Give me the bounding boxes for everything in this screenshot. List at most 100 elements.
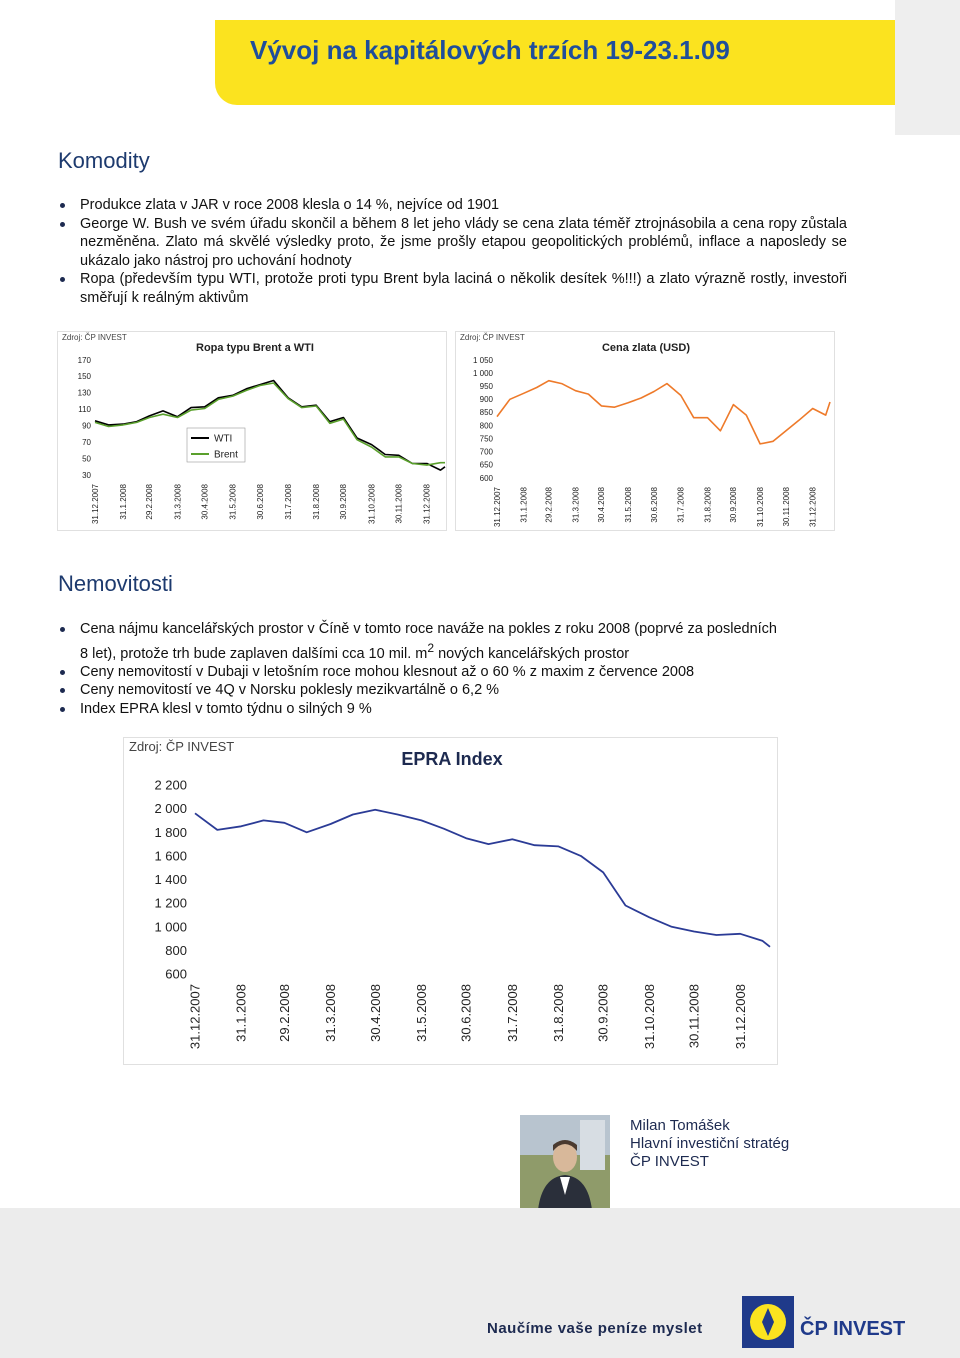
- chart-title: Cena zlata (USD): [602, 342, 690, 354]
- legend-label: WTI: [214, 434, 232, 445]
- bullet-list: Produkce zlata v JAR v roce 2008 klesla …: [57, 196, 847, 307]
- author-role: Hlavní investiční stratég: [630, 1135, 790, 1152]
- x-tick-label: 30.6.2008: [650, 486, 659, 522]
- x-tick-label: 31.10.2008: [756, 486, 765, 527]
- x-tick-label: 31.8.2008: [312, 483, 321, 519]
- x-tick-label: 31.5.2008: [229, 483, 238, 519]
- section-heading: Komodity: [58, 148, 150, 173]
- page-title: Vývoj na kapitálových trzích 19-23.1.09: [250, 35, 730, 65]
- x-tick-label: 31.7.2008: [505, 984, 520, 1042]
- footer-slogan: Naučíme vaše peníze myslet: [487, 1320, 703, 1337]
- y-tick-label: 50: [82, 454, 91, 463]
- x-tick-label: 31.1.2008: [234, 984, 249, 1042]
- x-tick-label: 31.12.2007: [493, 486, 502, 527]
- section-heading: Nemovitosti: [58, 571, 173, 596]
- x-tick-label: 30.9.2008: [339, 483, 348, 519]
- bullet: Ceny nemovitostí ve 4Q v Norsku poklesly…: [57, 681, 777, 700]
- chart-source: Zdroj: ČP INVEST: [129, 739, 234, 754]
- x-tick-label: 30.9.2008: [729, 486, 738, 522]
- footer: [0, 1208, 960, 1358]
- x-tick-label: 31.1.2008: [119, 483, 128, 519]
- series-line: [94, 382, 445, 466]
- y-tick-label: 1 050: [473, 356, 494, 365]
- author-company: ČP INVEST: [630, 1153, 709, 1170]
- y-tick-label: 90: [82, 422, 91, 431]
- x-tick-label: 29.2.2008: [277, 984, 292, 1042]
- x-tick-label: 31.8.2008: [703, 486, 712, 522]
- legend-box: [186, 427, 246, 463]
- y-tick-label: 900: [480, 395, 494, 404]
- x-tick-label: 31.5.2008: [414, 984, 429, 1042]
- bullet: Cena nájmu kancelářských prostor v Číně …: [57, 620, 777, 663]
- x-tick-label: 30.4.2008: [201, 483, 210, 519]
- chart-title: EPRA Index: [401, 749, 502, 769]
- bullet: George W. Bush ve svém úřadu skončil a b…: [57, 215, 847, 271]
- chart-title: Ropa typu Brent a WTI: [196, 342, 314, 354]
- y-tick-label: 850: [480, 408, 494, 417]
- gold-chart: Zdroj: ČP INVEST Cena zlata (USD) 1 050 1 0…: [455, 331, 835, 531]
- footer-logo-text: ČP INVEST: [800, 1318, 906, 1340]
- y-tick-label: 170: [78, 356, 92, 365]
- header-side: [895, 0, 960, 135]
- legend-label: Brent: [214, 450, 238, 461]
- x-tick-label: 31.12.2007: [91, 483, 100, 524]
- oil-chart: Zdroj: ČP INVEST Ropa typu Brent a WTI 170…: [57, 331, 447, 531]
- author-photo: [520, 1115, 610, 1210]
- bullet: Produkce zlata v JAR v roce 2008 klesla …: [57, 196, 847, 215]
- bullet-text: nových kancelářských prostor: [434, 645, 630, 662]
- x-tick-label: 30.11.2008: [782, 486, 791, 526]
- x-tick-label: 31.5.2008: [624, 486, 633, 522]
- bullet: Index EPRA klesl v tomto týdnu o silných…: [57, 700, 777, 719]
- x-tick-label: 31.12.2007: [188, 984, 203, 1049]
- chart-frame: [57, 331, 447, 531]
- y-tick-label: 1 400: [154, 872, 187, 887]
- x-tick-label: 30.4.2008: [368, 984, 383, 1042]
- x-tick-label: 31.12.2008: [423, 483, 432, 524]
- bullet: Ceny nemovitostí v Dubaji v letošním roc…: [57, 663, 777, 682]
- x-tick-label: 31.3.2008: [571, 486, 580, 522]
- x-tick-label: 31.1.2008: [520, 486, 529, 522]
- y-tick-label: 70: [82, 438, 91, 447]
- x-tick-label: 31.10.2008: [642, 984, 657, 1049]
- y-tick-label: 130: [78, 389, 92, 398]
- y-tick-label: 800: [480, 421, 494, 430]
- x-tick-label: 31.3.2008: [323, 984, 338, 1042]
- y-tick-label: 110: [78, 405, 91, 414]
- y-tick-label: 1 000: [154, 919, 187, 934]
- y-tick-label: 2 200: [154, 778, 187, 793]
- x-tick-label: 30.4.2008: [597, 486, 606, 522]
- x-tick-label: 31.7.2008: [677, 486, 686, 522]
- y-tick-label: 950: [480, 382, 494, 391]
- y-tick-label: 600: [480, 474, 494, 483]
- chart-source: Zdroj: ČP INVEST: [62, 333, 127, 342]
- x-tick-label: 30.11.2008: [687, 984, 702, 1048]
- y-tick-label: 1 800: [154, 825, 187, 840]
- x-tick-label: 30.11.2008: [395, 483, 404, 523]
- author-block: Milan Tomášek Hlavní investiční stratég …: [630, 1117, 789, 1171]
- x-tick-label: 30.6.2008: [459, 984, 474, 1042]
- y-tick-label: 650: [480, 461, 494, 470]
- x-tick-label: 31.12.2008: [733, 984, 748, 1049]
- series-line: [94, 379, 446, 471]
- chart-source: Zdroj: ČP INVEST: [460, 333, 525, 342]
- author-name: Milan Tomášek: [630, 1117, 730, 1134]
- series-line: [496, 379, 831, 445]
- superscript: 2: [427, 640, 435, 655]
- header-band: [215, 20, 895, 105]
- bullet: Ropa (především typu WTI, protože proti …: [57, 270, 847, 307]
- x-tick-label: 30.6.2008: [256, 483, 265, 519]
- x-tick-label: 31.7.2008: [284, 483, 293, 519]
- x-tick-label: 31.12.2008: [809, 486, 818, 527]
- x-tick-label: 31.10.2008: [367, 483, 376, 524]
- chart-frame: [123, 737, 778, 1065]
- epra-chart: Zdroj: ČP INVEST EPRA Index 2 200 2 000 1 80…: [123, 737, 778, 1065]
- y-tick-label: 1 600: [154, 848, 187, 863]
- y-tick-label: 150: [78, 372, 92, 381]
- y-tick-label: 1 200: [154, 896, 187, 911]
- y-tick-label: 2 000: [154, 801, 187, 816]
- x-tick-label: 31.8.2008: [551, 984, 566, 1042]
- x-tick-label: 29.2.2008: [545, 486, 554, 522]
- series-line: [194, 808, 771, 948]
- footer-logo-mark: [742, 1296, 794, 1348]
